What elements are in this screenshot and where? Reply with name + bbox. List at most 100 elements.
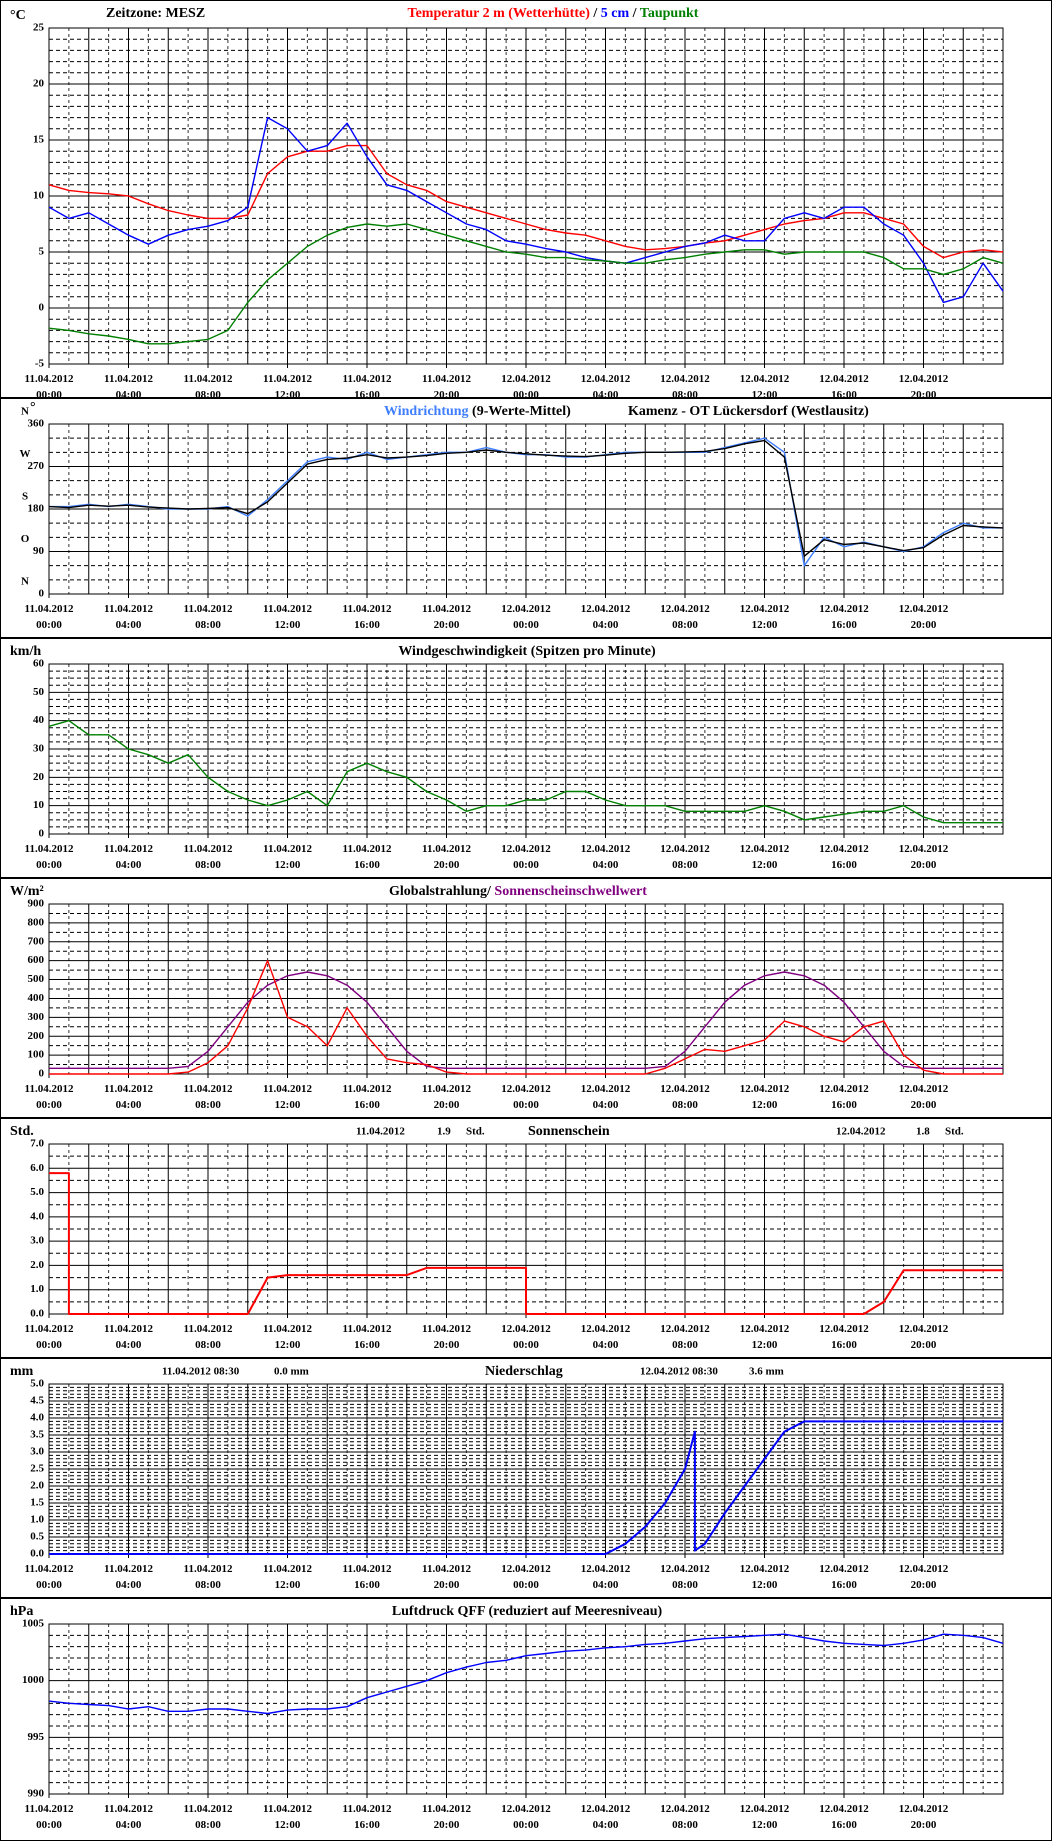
y-tick-label: 25 [33,22,45,34]
title-part: Temperatur 2 m (Wetterhütte) [408,6,591,21]
plot-frame [48,1623,1004,1795]
plot-frame [48,27,1004,365]
x-tick-label: 11.04.2012 12:00 [263,603,312,631]
y-tick-label: 3.5 [30,1429,44,1441]
x-tick-label: 11.04.2012 16:00 [343,603,392,631]
chart-title: Niederschlag [485,1364,563,1379]
x-tick-label: 11.04.2012 16:00 [343,843,392,871]
x-tick-label: 11.04.2012 20:00 [422,1083,471,1111]
series-line [48,116,1004,304]
y-tick-label: 400 [28,992,45,1004]
y-tick-label: 600 [28,954,45,966]
x-tick-label: 12.04.2012 20:00 [899,843,949,871]
x-tick-label: 12.04.2012 00:00 [501,1083,551,1111]
x-tick-label: 11.04.2012 12:00 [263,1803,312,1831]
x-tick-label: 11.04.2012 08:00 [184,1563,233,1591]
annotation: 11.04.2012 08:30 [162,1366,240,1378]
x-tick-label: 11.04.2012 00:00 [25,373,74,401]
y-tick-label: 20 [33,771,45,783]
annotation: 3.6 mm [749,1366,784,1378]
x-tick-label: 12.04.2012 20:00 [899,603,949,631]
y-tick-label: 200 [28,1030,45,1042]
series-line [49,960,1003,1075]
title-part: / [590,6,601,21]
x-tick-label: 11.04.2012 16:00 [343,1563,392,1591]
x-tick-label: 12.04.2012 16:00 [819,1083,869,1111]
panel: 0.0 1.0 2.0 3.0 4.0 5.0 6.0 7.0 11.04.2012 00:00 1… [0,1118,1052,1358]
panel: 990 995 1000 1005 11.04.2012 00:00 11.04.2012 0… [0,1598,1052,1841]
x-tick-label: 12.04.2012 16:00 [819,603,869,631]
x-tick-label: 12.04.2012 12:00 [740,373,790,401]
title-part: (9-Werte-Mittel) [469,404,572,419]
annotation: 0.0 mm [274,1366,309,1378]
direction-label: S [22,491,28,503]
x-tick-label: 11.04.2012 16:00 [343,1323,392,1351]
x-tick-label: 11.04.2012 16:00 [343,373,392,401]
x-tick-label: 12.04.2012 08:00 [660,373,710,401]
x-tick-label: 11.04.2012 00:00 [25,1083,74,1111]
y-tick-label: 360 [28,418,45,430]
y-tick-label: 6.0 [30,1162,44,1174]
x-tick-label: 12.04.2012 08:00 [660,1323,710,1351]
y-tick-label: 700 [28,935,45,947]
title-part: Windgeschwindigkeit (Spitzen pro Minute) [398,644,656,659]
x-tick-label: 11.04.2012 20:00 [422,373,471,401]
x-tick-label: 11.04.2012 00:00 [25,603,74,631]
x-tick-label: 12.04.2012 04:00 [581,1323,631,1351]
y-tick-label: 20 [33,78,45,90]
y-tick-label: 5 [39,246,45,258]
annotation: 1.8 [916,1126,930,1138]
x-tick-label: 11.04.2012 12:00 [263,843,312,871]
y-tick-label: 0 [39,828,45,840]
x-tick-label: 11.04.2012 04:00 [104,1083,153,1111]
axis-unit: Std. [10,1124,34,1139]
chart-title: Windgeschwindigkeit (Spitzen pro Minute) [398,644,656,659]
panel: 0 100 200 300 400 500 600 700 800 900 11.04.2012 00… [0,878,1052,1118]
y-tick-label: 1.0 [30,1283,44,1295]
annotation: 12.04.2012 [836,1126,886,1138]
chart-title: Sonnenschein [528,1124,610,1139]
title-part: Sonnenscheinschwellwert [491,884,647,899]
axis-unit: km/h [10,644,41,659]
x-tick-label: 11.04.2012 20:00 [422,843,471,871]
x-tick-label: 12.04.2012 08:00 [660,603,710,631]
x-tick-label: 12.04.2012 08:00 [660,1803,710,1831]
x-tick-label: 12.04.2012 16:00 [819,1803,869,1831]
y-tick-label: 10 [33,190,45,202]
x-tick-label: 11.04.2012 20:00 [422,1323,471,1351]
panel: 0 10 20 30 40 50 60 11.04.2012 00:00 11.04.2012 04… [0,638,1052,878]
axis-unit: mm [10,1364,34,1379]
x-tick-label: 11.04.2012 04:00 [104,1323,153,1351]
axis-unit: ° [30,400,36,415]
title-part: Globalstrahlung/ [389,884,492,899]
series-line [48,439,1004,557]
y-tick-label: 995 [28,1731,45,1743]
x-tick-label: 12.04.2012 08:00 [660,1083,710,1111]
y-tick-label: 800 [28,916,45,928]
x-tick-label: 11.04.2012 08:00 [184,843,233,871]
y-tick-label: 5.0 [30,1186,44,1198]
x-tick-label: 12.04.2012 12:00 [740,1083,790,1111]
y-tick-label: 500 [28,973,45,985]
x-tick-label: 11.04.2012 04:00 [104,843,153,871]
x-tick-label: 12.04.2012 16:00 [819,843,869,871]
x-tick-label: 12.04.2012 04:00 [581,1563,631,1591]
x-tick-label: 11.04.2012 04:00 [104,373,153,401]
x-tick-label: 11.04.2012 08:00 [184,1803,233,1831]
x-tick-label: 12.04.2012 08:00 [660,1563,710,1591]
series-line [48,223,1004,345]
series-line [49,971,1003,1069]
x-tick-label: 12.04.2012 00:00 [501,603,551,631]
x-tick-label: 12.04.2012 00:00 [501,373,551,401]
y-tick-label: 300 [28,1011,45,1023]
x-tick-label: 11.04.2012 12:00 [263,373,312,401]
x-tick-label: 11.04.2012 08:00 [184,1323,233,1351]
axis-unit: W/m² [10,884,44,899]
y-tick-label: 180 [28,503,45,515]
axis-unit: °C [10,8,26,23]
x-tick-label: 11.04.2012 00:00 [25,1803,74,1831]
x-tick-label: 12.04.2012 20:00 [899,1083,949,1111]
x-tick-label: 11.04.2012 00:00 [25,843,74,871]
